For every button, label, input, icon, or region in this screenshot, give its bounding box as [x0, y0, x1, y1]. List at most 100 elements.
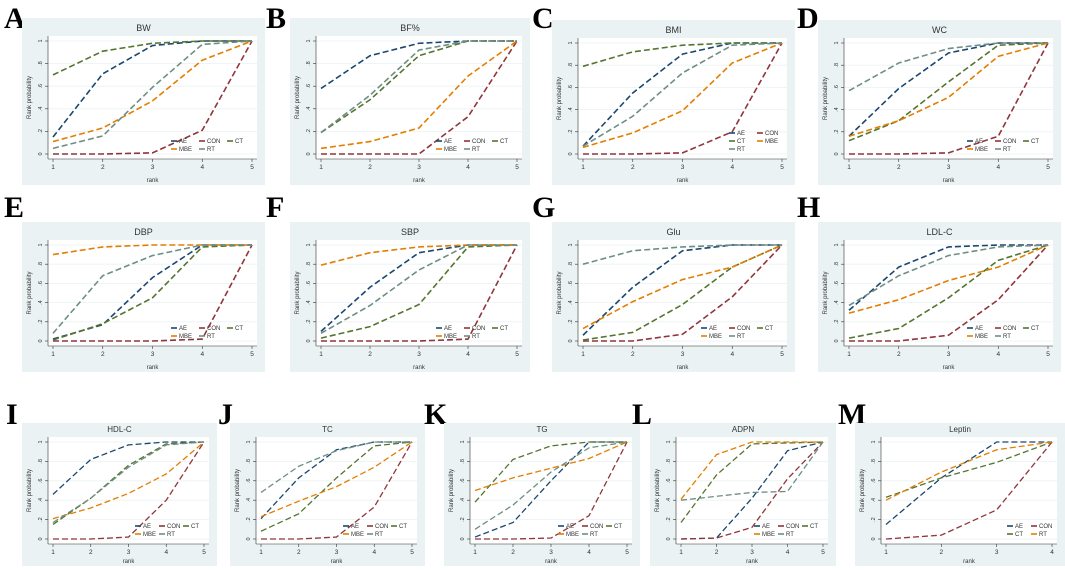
plot-area	[48, 36, 257, 159]
x-tick-label: 1	[847, 164, 851, 171]
legend-label: CON	[737, 326, 750, 332]
chart-panel-tc: TC Rank probability rank 0 .2 .4 .6 .8 1 1 2 3 4 5 AE C…	[230, 423, 425, 571]
chart-title: DBP	[134, 227, 153, 237]
series-line-mbe	[320, 40, 518, 150]
series-line-mbe	[52, 244, 252, 256]
series-line-con	[583, 244, 783, 342]
x-axis-label: rank	[677, 178, 690, 184]
x-tick-label: 5	[515, 351, 519, 358]
y-tick-label: .2	[246, 517, 252, 522]
series-line-con	[849, 42, 1049, 155]
y-tick-label: 0	[568, 152, 574, 155]
legend-item-ct: CT	[606, 524, 622, 530]
y-tick-label: .2	[38, 129, 44, 134]
series-line-mbe	[582, 244, 783, 330]
legend-label: RT	[1003, 334, 1011, 340]
x-tick-label: 5	[250, 351, 254, 358]
legend-item-ae: AE	[436, 326, 452, 332]
y-tick-label: 1	[460, 440, 466, 443]
x-tick-label: 3	[127, 549, 131, 556]
legend-label: CON	[1003, 139, 1016, 145]
series-line-con	[53, 244, 253, 342]
x-tick-label: 4	[786, 549, 790, 556]
panel-letter: H	[797, 191, 821, 224]
y-tick-label: .6	[38, 281, 44, 286]
legend-item-mbe: MBE	[967, 334, 988, 340]
legend-item-ct: CT	[802, 524, 818, 530]
legend-label: CON	[1003, 326, 1016, 332]
series-line-ct	[260, 441, 413, 532]
legend-label: CON	[765, 131, 778, 137]
legend-item-ae: AE	[1007, 524, 1023, 530]
x-axis-label: rank	[677, 365, 690, 371]
x-tick-label: 2	[101, 164, 105, 171]
legend-item-con: CON	[464, 139, 485, 145]
legend-item-mbe: MBE	[171, 334, 192, 340]
legend-label: RT	[786, 532, 794, 538]
y-tick-label: .6	[568, 281, 574, 286]
legend-label: RT	[737, 147, 745, 153]
legend-item-ct: CT	[1007, 532, 1023, 538]
legend-label: RT	[167, 532, 175, 538]
legend-label: RT	[590, 532, 598, 538]
legend-item-ae: AE	[701, 326, 717, 332]
series-line-rt	[52, 244, 252, 334]
legend-item-ae: AE	[436, 139, 452, 145]
y-axis-label: Rank probability	[295, 76, 301, 119]
panel-letter: D	[797, 2, 819, 35]
series-line-mbe	[260, 441, 413, 518]
y-tick-label: .4	[834, 300, 840, 305]
legend-label: MBE	[975, 147, 988, 153]
legend-item-ae: AE	[171, 326, 187, 332]
panel-letter: F	[266, 191, 285, 224]
y-tick-label: .8	[460, 459, 466, 464]
series-line-con	[321, 40, 518, 155]
y-tick-label: 0	[834, 339, 840, 342]
x-tick-label: 4	[466, 164, 470, 171]
x-tick-label: 1	[473, 549, 477, 556]
x-tick-label: 1	[581, 351, 585, 358]
chart-title: TG	[536, 425, 547, 434]
legend-item-rt: RT	[199, 147, 215, 153]
legend-label: CT	[1031, 326, 1039, 332]
panel-letter: I	[6, 398, 18, 431]
x-tick-label: 1	[51, 351, 55, 358]
series-line-rt	[582, 42, 783, 147]
y-tick-label: .8	[38, 459, 44, 464]
y-axis-label: Rank probability	[823, 77, 829, 120]
chart-svg: LDL-C Rank probability rank 0 .2 .4 .6 .8 1 1 2 3 4 5…	[818, 222, 1061, 372]
legend-item-mbe: MBE	[343, 532, 364, 538]
legend-item-rt: RT	[199, 334, 215, 340]
y-tick-label: .4	[568, 107, 574, 112]
x-tick-label: 4	[730, 351, 734, 358]
x-tick-label: 4	[200, 164, 204, 171]
plot-area	[48, 437, 209, 544]
legend-label: MBE	[351, 532, 364, 538]
x-tick-label: 5	[780, 164, 784, 171]
x-tick-label: 3	[681, 164, 685, 171]
legend-item-ct: CT	[729, 139, 745, 145]
series-line-ct	[680, 441, 824, 523]
y-tick-label: .4	[38, 300, 44, 305]
x-tick-label: 2	[89, 549, 93, 556]
legend-item-ct: CT	[183, 524, 199, 530]
chart-svg: Glu Rank probability rank 0 .2 .4 .6 .8 1 1 2 3 4 5 AE…	[552, 222, 795, 372]
series-line-mbe	[680, 441, 823, 500]
y-tick-label: 1	[306, 39, 312, 42]
chart-title: BW	[136, 23, 151, 33]
x-tick-label: 3	[750, 549, 754, 556]
series-line-con	[680, 441, 824, 540]
legend-label: RT	[1039, 532, 1047, 538]
x-tick-label: 5	[821, 549, 825, 556]
chart-panel-bf-: BF% Rank probability rank 0 .2 .4 .6 .8 1 1 2 3 4 5 AE…	[290, 18, 530, 190]
legend-label: CON	[472, 139, 485, 145]
series-line-ae	[52, 244, 252, 340]
series-line-ae	[582, 42, 782, 147]
series-line-ae	[52, 40, 252, 138]
plot-area	[578, 38, 787, 159]
legend-label: CON	[207, 139, 220, 145]
series-line-mbe	[320, 244, 517, 266]
legend-label: MBE	[709, 334, 722, 340]
legend-item-con: CON	[757, 131, 778, 137]
y-tick-label: .2	[834, 320, 840, 325]
